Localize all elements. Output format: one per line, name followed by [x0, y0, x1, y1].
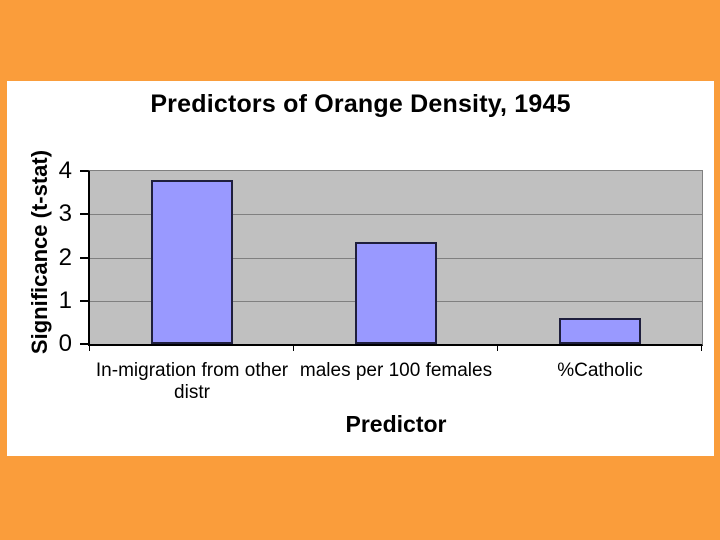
y-tick-mark — [80, 343, 88, 345]
y-tick-mark — [80, 170, 88, 172]
y-tick-mark — [80, 256, 88, 259]
y-tick-mark — [80, 213, 88, 216]
x-axis-title: Predictor — [345, 411, 447, 437]
bar-1 — [151, 180, 233, 344]
y-tick-label: 2 — [58, 243, 72, 271]
gridline — [90, 214, 702, 216]
bar-3 — [559, 318, 641, 344]
x-tick-mark — [497, 346, 498, 351]
x-tick-mark — [701, 346, 702, 351]
y-tick-label: 4 — [58, 157, 72, 184]
chart-title: Predictors of Orange Density, 1945 — [150, 90, 571, 118]
y-tick-label: 0 — [58, 330, 72, 357]
category-label: %Catholic — [557, 360, 643, 381]
bar-2 — [355, 242, 437, 344]
y-tick-mark — [80, 299, 88, 302]
x-tick-mark — [89, 346, 90, 351]
y-tick-label: 3 — [58, 200, 72, 228]
category-label: In-migration from other distr — [95, 360, 289, 403]
plot-area — [88, 170, 703, 346]
x-tick-mark — [293, 346, 294, 351]
category-label: males per 100 females — [299, 360, 493, 381]
y-tick-label: 1 — [58, 286, 72, 314]
